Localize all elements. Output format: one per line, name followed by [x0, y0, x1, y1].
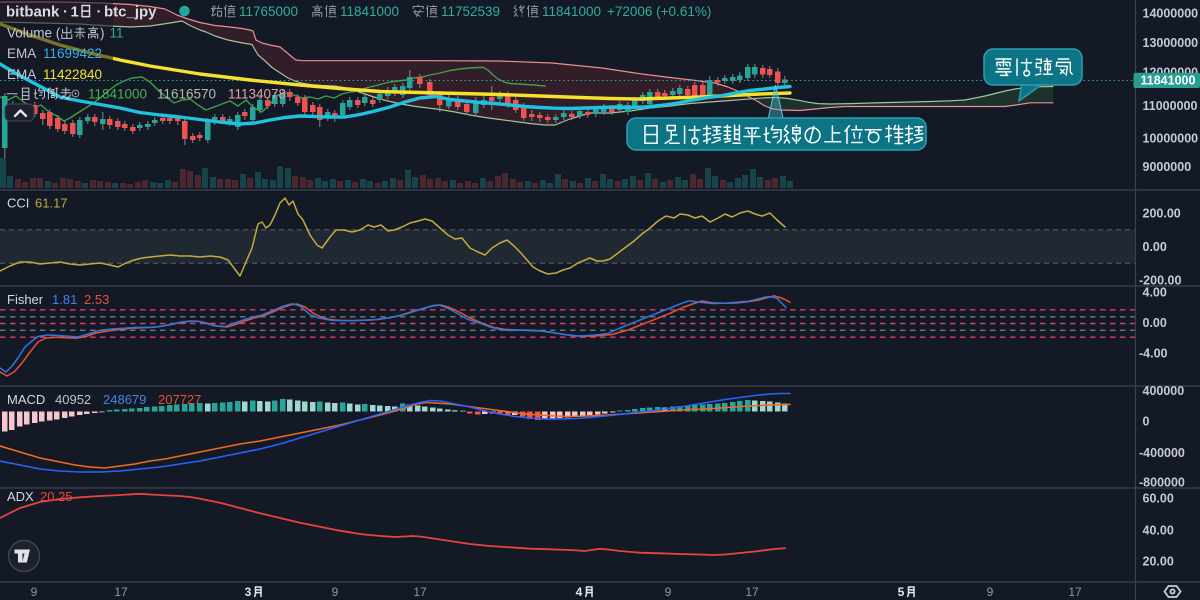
svg-text:·: · [97, 4, 102, 21]
svg-text:11841000: 11841000 [1141, 74, 1196, 88]
svg-text:9: 9 [665, 585, 672, 599]
svg-text:200.00: 200.00 [1143, 206, 1181, 220]
svg-text:9: 9 [332, 585, 339, 599]
svg-text:61.17: 61.17 [35, 196, 68, 211]
svg-text:ADX: ADX [7, 489, 34, 504]
svg-text:17: 17 [413, 585, 427, 599]
svg-text:CCI: CCI [7, 196, 29, 211]
svg-text:-200.00: -200.00 [1139, 273, 1181, 287]
svg-text:40952: 40952 [55, 392, 91, 407]
svg-text:btc_jpy: btc_jpy [104, 4, 157, 21]
svg-text:40.00: 40.00 [1143, 523, 1174, 537]
svg-text:14000000: 14000000 [1143, 6, 1199, 20]
svg-text:5: 5 [898, 585, 905, 599]
svg-text:20.00: 20.00 [1143, 554, 1174, 568]
svg-text:248679: 248679 [103, 392, 146, 407]
svg-text:9000000: 9000000 [1143, 160, 1192, 174]
svg-text:11841000: 11841000 [340, 4, 399, 19]
svg-text:20.25: 20.25 [40, 489, 73, 504]
svg-text:4: 4 [576, 585, 583, 599]
svg-text:0.00: 0.00 [1143, 316, 1167, 330]
svg-text:): ) [100, 25, 105, 40]
svg-text:9: 9 [31, 585, 38, 599]
svg-text:-4.00: -4.00 [1139, 346, 1168, 360]
svg-text:Fisher: Fisher [7, 292, 44, 307]
svg-text:11616570: 11616570 [157, 87, 216, 102]
svg-text:1: 1 [71, 4, 79, 21]
svg-text:11841000: 11841000 [542, 4, 601, 19]
svg-text:11000000: 11000000 [1143, 99, 1198, 113]
svg-text:EMA: EMA [7, 46, 36, 61]
svg-text:17: 17 [1068, 585, 1082, 599]
svg-text:11841000: 11841000 [88, 87, 147, 102]
svg-text:0.00: 0.00 [1143, 240, 1167, 254]
svg-text:bitbank: bitbank [6, 4, 60, 21]
svg-text:11422840: 11422840 [43, 67, 102, 82]
svg-text:60.00: 60.00 [1143, 491, 1174, 505]
svg-text:207727: 207727 [158, 392, 201, 407]
svg-text:11752539: 11752539 [441, 4, 500, 19]
svg-text:-400000: -400000 [1139, 446, 1185, 460]
svg-text:10000000: 10000000 [1143, 131, 1199, 145]
svg-text:MACD: MACD [7, 392, 45, 407]
svg-text:0: 0 [1143, 414, 1150, 428]
svg-text:+72006 (+0.61%): +72006 (+0.61%) [607, 4, 711, 19]
svg-text:17: 17 [114, 585, 128, 599]
svg-text:1.81: 1.81 [52, 292, 77, 307]
svg-text:13000000: 13000000 [1143, 36, 1199, 50]
svg-text:2.53: 2.53 [84, 292, 109, 307]
svg-text:11699422: 11699422 [43, 46, 102, 61]
svg-text:17: 17 [745, 585, 759, 599]
svg-text:-800000: -800000 [1139, 475, 1185, 489]
svg-text:400000: 400000 [1143, 384, 1185, 398]
svg-text:3: 3 [245, 585, 252, 599]
svg-text:4.00: 4.00 [1143, 285, 1167, 299]
svg-text:9: 9 [987, 585, 994, 599]
svg-text:EMA: EMA [7, 67, 36, 82]
svg-text:11134078: 11134078 [228, 87, 286, 102]
svg-text:Volume (: Volume ( [7, 25, 61, 40]
svg-text:·: · [63, 4, 68, 21]
svg-text:11: 11 [110, 25, 124, 40]
svg-text:11765000: 11765000 [239, 4, 298, 19]
